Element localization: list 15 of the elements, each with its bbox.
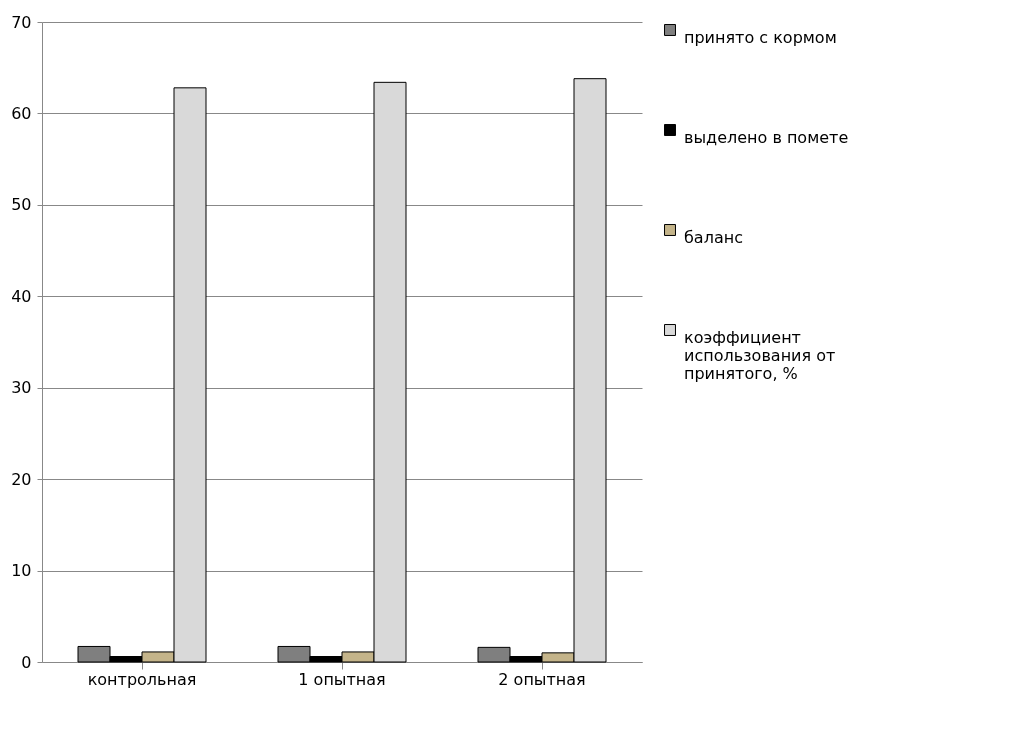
- y-tick-label: 20: [11, 469, 32, 489]
- x-tick-label: 1 опытная: [298, 669, 386, 689]
- legend-label: принято с кормом: [684, 28, 837, 47]
- y-tick-label: 0: [21, 652, 32, 672]
- y-tick-label: 70: [11, 12, 32, 32]
- x-tick-label: контрольная: [87, 669, 197, 689]
- y-tick-label: 40: [11, 286, 32, 306]
- legend-label: баланс: [684, 228, 743, 247]
- y-tick-label: 60: [11, 103, 32, 123]
- legend-label: коэффициент использования от принятого, %: [684, 328, 836, 383]
- y-tick-label: 10: [11, 561, 32, 581]
- y-tick-label: 50: [11, 195, 32, 215]
- x-tick-label: 2 опытная: [498, 669, 586, 689]
- y-tick-label: 30: [11, 378, 32, 398]
- legend-label: выделено в помете: [684, 128, 849, 147]
